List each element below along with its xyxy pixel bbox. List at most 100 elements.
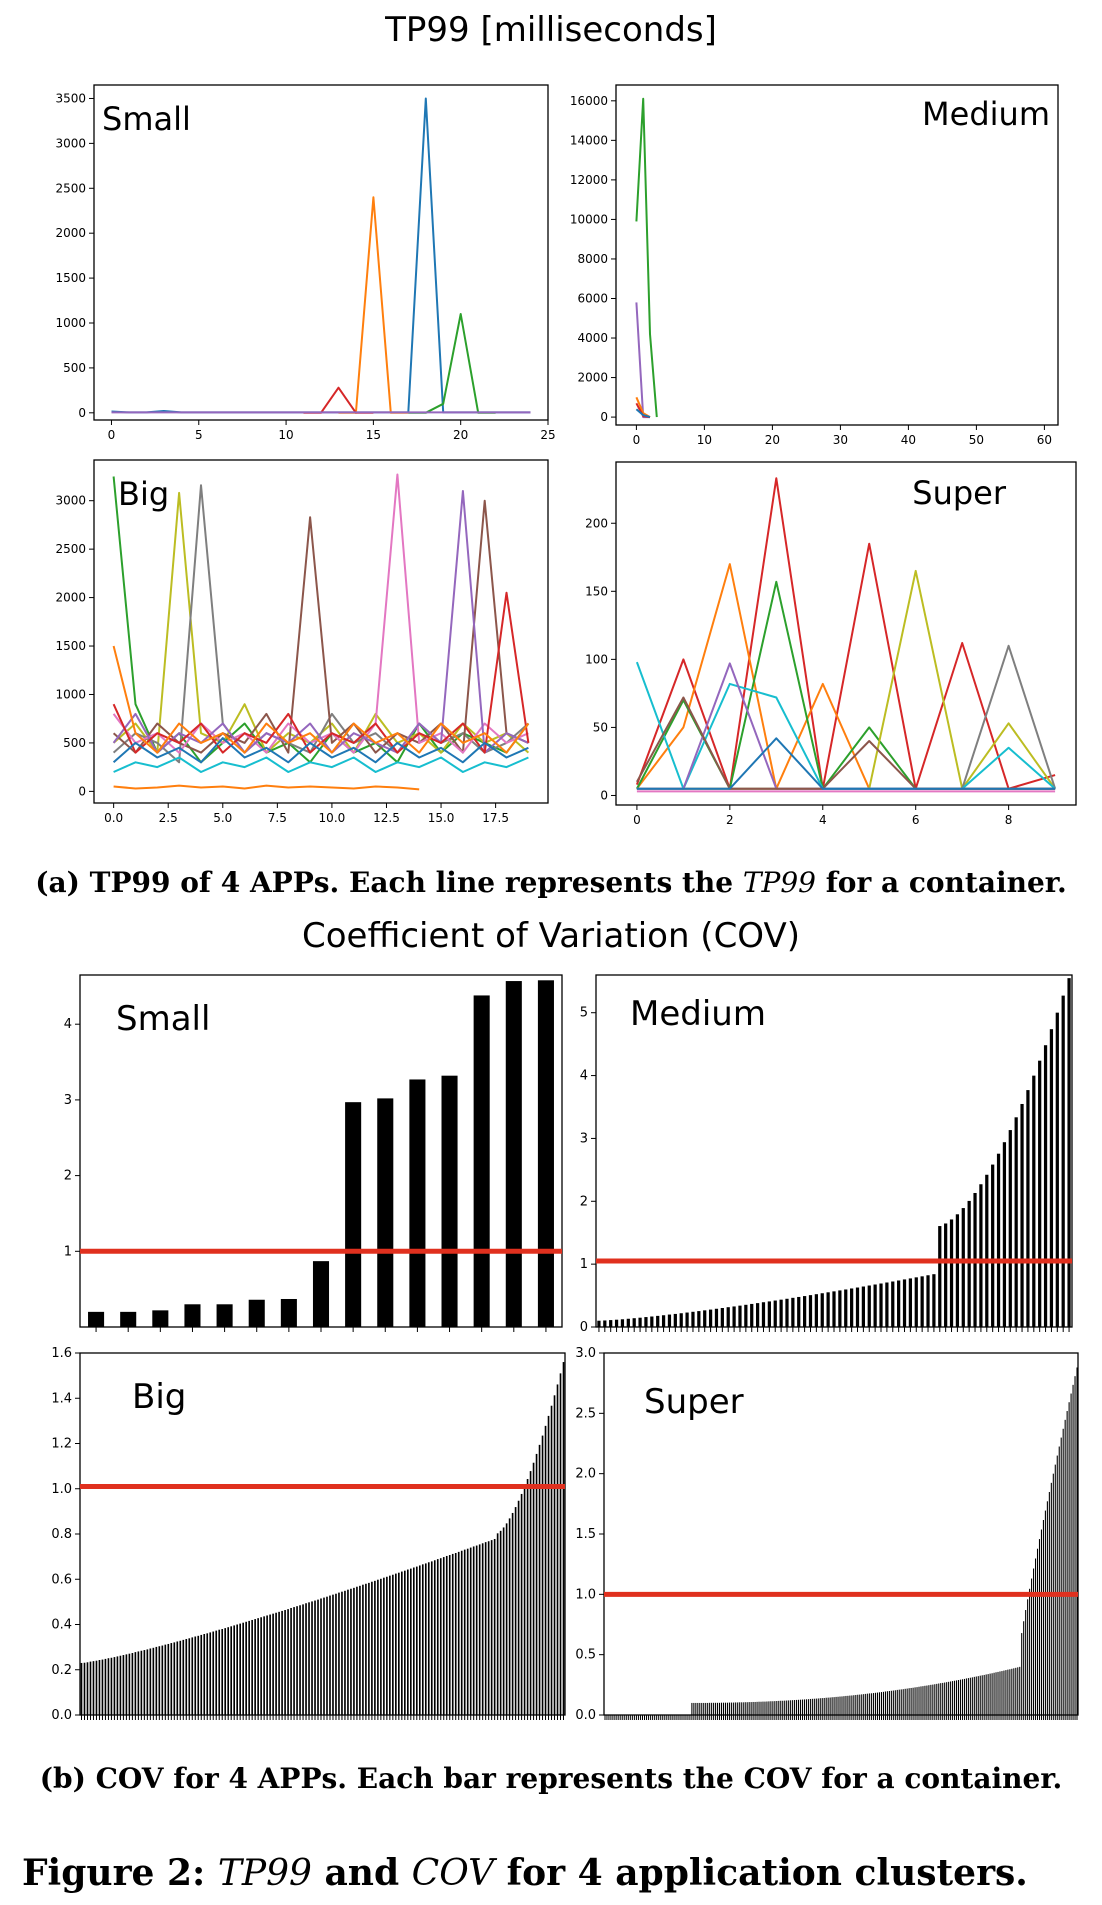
panel-big-tp99-ytick-label: 500 (63, 736, 86, 750)
panel-super-cov-bar (1060, 1437, 1062, 1715)
panel-big-tp99-ytick-label: 2000 (55, 591, 86, 605)
panel-big-cov-bar (137, 1651, 140, 1715)
panel-super-cov-bar (823, 1697, 825, 1715)
panel-medium-cov-bar (938, 1226, 942, 1327)
panel-big-cov-ytick-label: 1.4 (51, 1391, 72, 1406)
panel-super-cov-bar (908, 1688, 910, 1715)
panel-super-cov-bar (878, 1692, 881, 1715)
panel-big-cov-bar (350, 1588, 352, 1715)
panel-medium-tp99-xtick-label: 10 (697, 433, 712, 447)
panel-big-cov-bar (185, 1638, 188, 1715)
panel-small-cov-bar (88, 1311, 105, 1327)
panel-big-cov-bar (140, 1650, 143, 1715)
panel-super-cov-bar (957, 1680, 960, 1715)
panel-big-cov-bar (427, 1562, 430, 1715)
panel-medium-cov-bar (744, 1304, 748, 1327)
panel-super-cov-bar (691, 1702, 693, 1715)
panel-super-cov-ytick-label: 1.5 (575, 1527, 596, 1542)
panel-big-cov-bar (386, 1576, 388, 1715)
panel-big-cov-bar (272, 1613, 274, 1715)
panel-big-cov-bar (311, 1601, 313, 1715)
panel-super-cov-bar (752, 1701, 754, 1715)
panel-medium-cov-bar (844, 1289, 848, 1327)
panel-small-cov: 1 2 3 4 Small (64, 974, 563, 1332)
panel-super-cov-bar (918, 1686, 920, 1715)
panel-super-cov-bar (926, 1685, 928, 1715)
panel-big-cov-bar (83, 1662, 86, 1715)
panel-medium-cov-bar (755, 1303, 760, 1327)
panel-medium-tp99-xtick-label: 30 (833, 433, 848, 447)
panel-super-tp99-ytick-label: 0 (600, 788, 608, 802)
panel-big-cov-ytick-label: 0.0 (51, 1708, 72, 1723)
panel-big-cov-bar (398, 1572, 400, 1715)
panel-small-cov-ytick-label: 3 (64, 1093, 72, 1108)
panel-medium-cov-bar (720, 1308, 724, 1327)
panel-super-tp99: 0 2 4 6 8 0 50 100 150 200 Super (585, 461, 1077, 827)
panel-big-tp99-ytick-label: 1500 (55, 639, 86, 653)
panel-super-cov-bar (713, 1702, 715, 1715)
panel-big-cov-bar (158, 1646, 161, 1715)
panel-big-cov-bar (502, 1527, 505, 1715)
panel-big-cov-bar (368, 1582, 370, 1715)
panel-big-cov-bar (113, 1657, 116, 1715)
panel-big-cov-bar (191, 1637, 194, 1715)
panel-super-cov-bar (948, 1681, 950, 1715)
panel-medium-cov-bar (897, 1280, 901, 1327)
panel-super-cov-bar (1058, 1446, 1060, 1715)
panel-medium-cov-ytick-label: 1 (580, 1257, 588, 1272)
figure-caption-mid: and (311, 1852, 412, 1894)
panel-big-cov-bar (260, 1617, 262, 1715)
panel-super-cov-bar (876, 1692, 879, 1715)
panel-big-cov-bar (119, 1655, 122, 1715)
panel-super-cov-bar (940, 1683, 942, 1715)
panel-super-cov-bar (961, 1679, 964, 1715)
panel-big-cov-bar (317, 1599, 319, 1715)
panel-super-cov-bar (920, 1686, 922, 1715)
panel-super-cov-bar (936, 1683, 938, 1715)
panel-big-cov-bar (134, 1652, 137, 1715)
panel-super-cov-bar (954, 1680, 956, 1715)
panel-big-tp99-xtick-label: 5.0 (213, 811, 232, 825)
panel-super-cov-bar (932, 1684, 934, 1715)
panel-big-cov-bar (374, 1580, 376, 1715)
panel-small-cov-bar (537, 980, 554, 1327)
panel-super-cov-bar (928, 1685, 930, 1715)
panel-super-cov-ytick-label: 0.0 (575, 1708, 596, 1723)
panel-big-cov-bar (314, 1600, 316, 1715)
panel-super-cov-bar (833, 1697, 835, 1715)
panel-big-cov-bar (299, 1605, 301, 1715)
panel-big-cov-bar (407, 1569, 409, 1715)
panel-big-cov-bar (197, 1635, 200, 1715)
figure-caption: Figure 2: TP99 and COV for 4 application… (22, 1852, 1028, 1894)
panel-super-cov-bar (829, 1697, 831, 1715)
panel-super-cov-bar (855, 1694, 857, 1715)
panel-super-cov-bar (965, 1678, 967, 1715)
panel-small-cov-bar (312, 1261, 330, 1327)
panel-super-cov-bar (1076, 1367, 1078, 1715)
panel-super-cov-bar (766, 1701, 768, 1715)
panel-big-cov-bar (275, 1612, 277, 1715)
panel-big-cov-bar (116, 1656, 119, 1715)
panel-big-cov-bar (520, 1493, 523, 1715)
panel-big-cov-bar (442, 1557, 445, 1715)
panel-medium-cov-bar (1055, 1012, 1059, 1327)
panel-medium-cov-bar (850, 1288, 854, 1327)
panel-medium-tp99-series-line (635, 408, 651, 419)
panel-small-tp99-ytick-label: 500 (63, 361, 86, 375)
panel-big-cov-bar (526, 1479, 529, 1715)
panel-big-cov-bar (380, 1578, 382, 1715)
panel-big-cov-bar (122, 1655, 125, 1715)
panel-medium-cov-bar (691, 1311, 695, 1327)
panel-super-cov-bar (760, 1701, 762, 1715)
panel-super-cov-bar (797, 1699, 800, 1715)
panel-medium-tp99-frame (615, 84, 1059, 426)
panel-super-cov-ytick-label: 3.0 (575, 1346, 596, 1361)
panel-small-tp99-series-line (338, 196, 409, 414)
panel-super-cov-bar (942, 1682, 944, 1715)
panel-big-cov-bar (550, 1405, 553, 1715)
panel-medium-cov-bar (955, 1214, 960, 1327)
panel-big-cov-ytick-label: 0.2 (51, 1663, 72, 1678)
panel-big-cov-bar (478, 1544, 481, 1715)
panel-big-cov-bar (167, 1643, 170, 1715)
